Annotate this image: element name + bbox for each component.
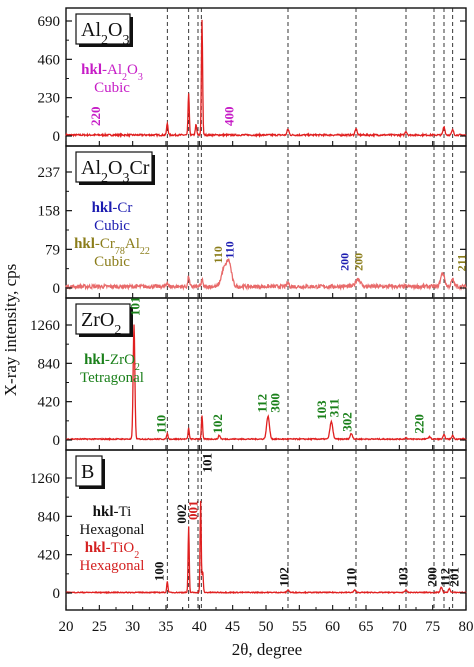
hkl-label-zro2: 110 [153, 415, 168, 434]
y-tick-label-zro2: 840 [38, 356, 61, 372]
hkl-label-zro2: 311 [327, 398, 342, 417]
hkl-label-b: 001 [185, 501, 200, 521]
hkl-label-zro2: 101 [127, 297, 142, 317]
hkl-label-zro2: 103 [314, 400, 329, 420]
hkl-label-al2o3cr: 200 [352, 253, 366, 271]
axes-layer: 2θ, degree X-ray intensity, cps 0 230 460 6… [1, 14, 474, 659]
x-tick-label: 35 [159, 619, 174, 635]
sample-box-b [75, 455, 103, 487]
legend-text-al2o3: Cubic [94, 80, 130, 96]
x-tick-label: 70 [392, 619, 407, 635]
legend-text-zro2: Tetragonal [80, 370, 144, 386]
y-tick-label-zro2: 0 [53, 433, 61, 449]
legend-text-b: Hexagonal [80, 558, 145, 574]
x-tick-label: 60 [325, 619, 340, 635]
hkl-label-b: 101 [199, 453, 214, 473]
hkl-label-al2o3cr: 211 [454, 254, 468, 271]
y-axis-label: X-ray intensity, cps [1, 264, 20, 397]
x-axis-label: 2θ, degree [232, 640, 302, 659]
y-tick-label-al2o3: 460 [38, 52, 61, 68]
x-tick-label: 30 [125, 619, 140, 635]
y-tick-label-al2o3: 0 [53, 129, 61, 145]
x-tick-label: 40 [192, 619, 207, 635]
reference-lines [166, 8, 454, 610]
y-tick-label-al2o3cr: 237 [38, 165, 61, 181]
y-tick-label-b: 0 [53, 586, 61, 602]
x-tick-label: 50 [259, 619, 274, 635]
x-tick-label: 80 [459, 619, 474, 635]
hkl-label-b: 110 [343, 568, 358, 587]
sample-label-zro2: ZrO2 [81, 309, 121, 338]
sample-label-al2o3cr: Al2O3Cr [81, 157, 150, 186]
hkl-label-zro2: 220 [411, 414, 426, 434]
y-tick-label-al2o3: 230 [38, 91, 61, 107]
y-tick-label-al2o3cr: 79 [45, 242, 60, 258]
hkl-label-al2o3cr: 110 [211, 246, 225, 263]
diffraction-traces [65, 19, 467, 595]
sample-label-al2o3: Al2O3 [81, 19, 129, 48]
sample-label-b: B [81, 461, 94, 483]
legend-text-b: hkl-TiO2 [85, 540, 140, 561]
y-tick-label-b: 1260 [30, 471, 60, 487]
legend-text-al2o3cr: Cubic [94, 218, 130, 234]
legend-text-al2o3cr: Cubic [94, 254, 130, 270]
hkl-label-zro2: 112 [255, 394, 270, 413]
legend-text-zro2: hkl-ZrO2 [84, 352, 140, 373]
legend-text-b: hkl-Ti [93, 504, 132, 520]
trace-b [65, 500, 467, 595]
hkl-label-zro2: 300 [267, 393, 282, 413]
x-tick-label: 25 [92, 619, 107, 635]
y-tick-label-b: 420 [38, 548, 61, 564]
y-tick-label-zro2: 1260 [30, 318, 60, 334]
legend-text-al2o3cr: hkl-Cr78Al22 [74, 236, 150, 257]
hkl-label-b: 201 [447, 567, 462, 587]
y-tick-label-b: 840 [38, 509, 61, 525]
x-tick-label: 75 [425, 619, 440, 635]
x-tick-label: 65 [359, 619, 374, 635]
y-tick-label-al2o3cr: 0 [53, 281, 61, 297]
hkl-label-b: 112 [437, 568, 452, 587]
hkl-label-b: 200 [425, 567, 440, 587]
x-tick-label: 55 [292, 619, 307, 635]
y-tick-label-al2o3cr: 158 [38, 204, 61, 220]
sample-box-zro2 [75, 303, 131, 335]
trace-al2o3cr [65, 258, 467, 291]
hkl-label-al2o3cr: 110 [222, 241, 236, 258]
hkl-label-b: 002 [174, 504, 189, 524]
legend-text-al2o3: hkl-Al2O3 [81, 62, 143, 83]
sample-box-al2o3cr [75, 151, 153, 183]
x-tick-label: 45 [225, 619, 240, 635]
hkl-label-b: 100 [151, 562, 166, 582]
y-tick-label-al2o3: 690 [38, 14, 61, 30]
hkl-label-al2o3cr: 200 [338, 253, 352, 271]
hkl-label-b: 103 [395, 567, 410, 587]
legend-text-al2o3cr: hkl-Cr [92, 200, 133, 216]
hkl-label-zro2: 302 [339, 412, 354, 432]
hkl-label-al2o3: 220 [88, 107, 103, 127]
hkl-label-zro2: 102 [210, 414, 225, 434]
trace-zro2 [65, 324, 467, 442]
sample-box-al2o3 [75, 13, 131, 45]
hkl-label-b: 102 [277, 567, 292, 587]
x-tick-label: 20 [59, 619, 74, 635]
y-tick-label-zro2: 420 [38, 395, 61, 411]
hkl-label-al2o3: 400 [221, 107, 236, 127]
legend-text-b: Hexagonal [80, 522, 145, 538]
trace-al2o3 [65, 19, 467, 139]
